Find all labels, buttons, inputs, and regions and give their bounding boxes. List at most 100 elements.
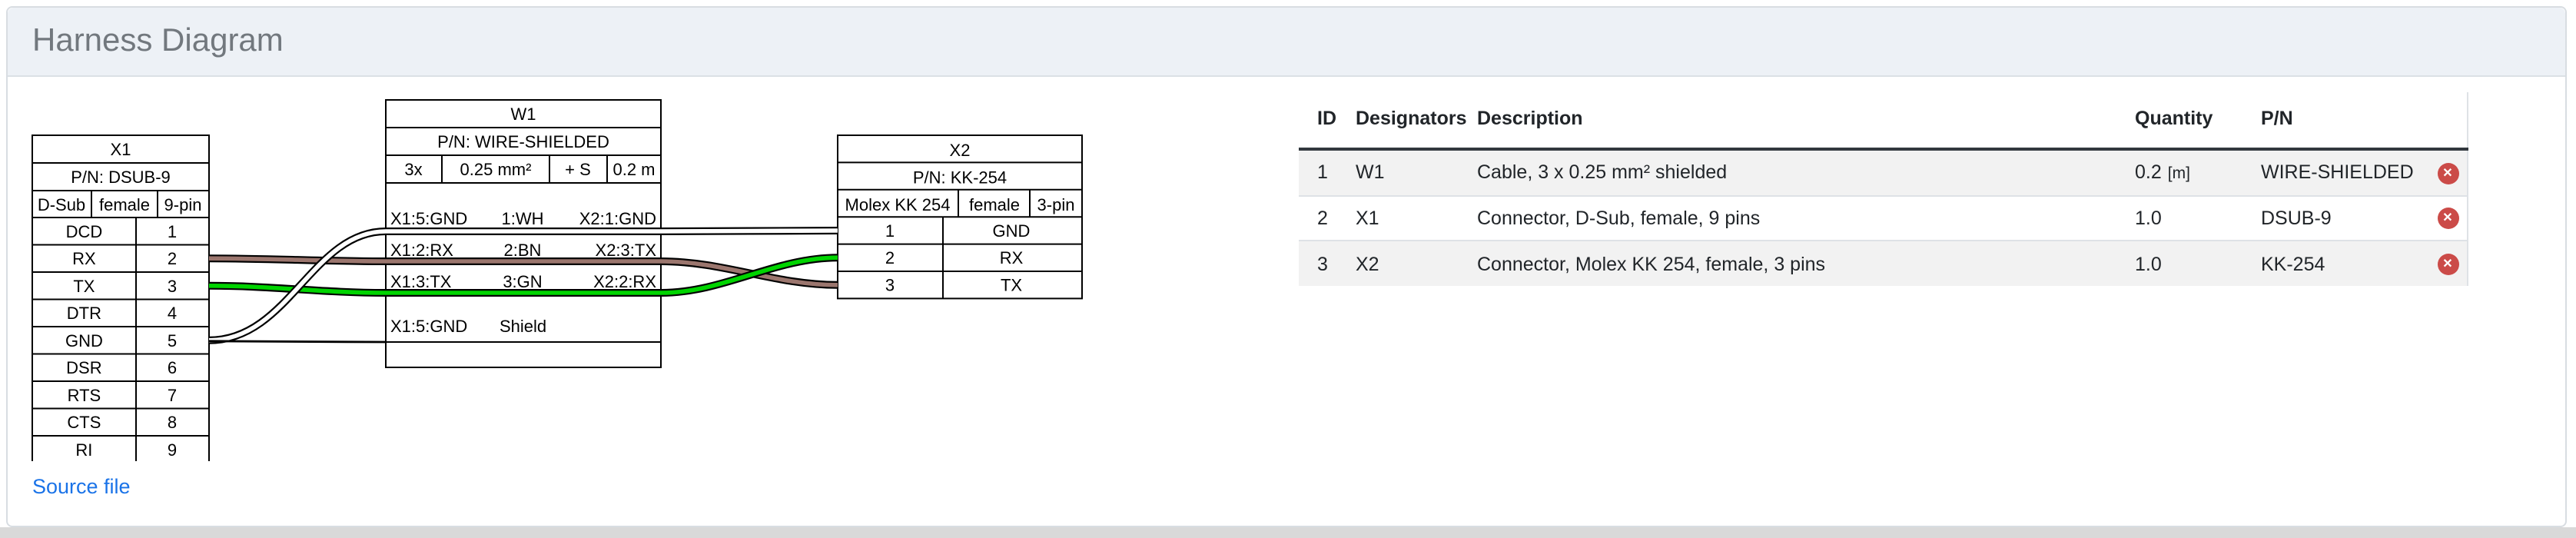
- x2-pin-name: TX: [1001, 276, 1022, 295]
- w1-grid: [386, 127, 661, 343]
- x1-grid: [32, 162, 209, 461]
- col-header-pn: P/N: [2261, 92, 2433, 151]
- x1-pin-name: DTR: [67, 304, 101, 323]
- delete-row-button[interactable]: ✕: [2437, 162, 2458, 184]
- connector-x1-table: X1 P/N: DSUB-9 D-Sub female 9-pin DCD 1 …: [32, 134, 210, 461]
- w1-wire3-right: X2:2:RX: [593, 272, 656, 291]
- wire-green-core: [208, 255, 838, 295]
- cell-id: 2: [1299, 194, 1356, 241]
- x2-pincount: 3-pin: [1037, 195, 1075, 214]
- connector-x2-table: X2 P/N: KK-254 Molex KK 254 female 3-pin…: [837, 134, 1083, 300]
- w1-shield-left: X1:5:GND: [390, 317, 467, 336]
- w1-wire2-right: X2:3:TX: [596, 241, 657, 260]
- x1-pin-num: 3: [168, 277, 177, 296]
- x2-pin-num: 3: [885, 276, 895, 295]
- x1-pin-name: DSR: [66, 358, 101, 377]
- card-header: Harness Diagram: [8, 8, 2565, 77]
- cell-pn: KK-254: [2261, 240, 2433, 287]
- w1-wire1-right: X2:1:GND: [579, 209, 656, 228]
- cell-quantity: 1.0: [2135, 194, 2261, 241]
- harness-card: Harness Diagram X1 P/N: DSUB-9 D-Sub fem…: [6, 6, 2567, 527]
- cell-pn: WIRE-SHIELDED: [2261, 161, 2414, 184]
- x1-pin-name: RX: [72, 249, 96, 268]
- w1-shield-label: Shield: [500, 317, 546, 336]
- table-row: 3 X2 Connector, Molex KK 254, female, 3 …: [1299, 240, 2467, 287]
- delete-icon: ✕: [2442, 165, 2453, 180]
- quantity-value: 0.2: [2135, 161, 2162, 184]
- quantity-unit: [m]: [2167, 164, 2190, 184]
- table-row: 2 X1 Connector, D-Sub, female, 9 pins 1.…: [1299, 194, 2467, 241]
- x1-pin-num: 8: [168, 413, 177, 432]
- x2-pin-name: GND: [993, 221, 1031, 241]
- w1-wire3-left: X1:3:TX: [390, 272, 452, 291]
- cell-actions: ✕: [2433, 149, 2467, 195]
- cell-designators: W1: [1356, 161, 1385, 184]
- cell-description: Connector, Molex KK 254, female, 3 pins: [1477, 240, 2135, 287]
- x1-pin-name: GND: [65, 331, 103, 350]
- x1-pin-num: 9: [168, 440, 177, 460]
- col-header-designators: Designators: [1356, 92, 1477, 151]
- w1-designator: W1: [511, 105, 536, 124]
- x1-pin-num: 2: [168, 249, 177, 268]
- cell-designators: X1: [1356, 194, 1477, 241]
- x1-pin-name: CTS: [67, 413, 101, 432]
- cell-description: Cable, 3 x 0.25 mm² shielded: [1477, 161, 1728, 184]
- x2-pin-name: RX: [1000, 248, 1024, 267]
- cell-quantity: 0.2 [m]: [2135, 149, 2261, 195]
- col-header-quantity: Quantity: [2135, 92, 2261, 151]
- x1-pn: P/N: DSUB-9: [71, 168, 171, 187]
- bom-section: ID Designators Description Quantity P/N …: [1299, 92, 2468, 287]
- quantity-value: 1.0: [2135, 253, 2162, 275]
- harness-diagram: X1 P/N: DSUB-9 D-Sub female 9-pin DCD 1 …: [32, 99, 1083, 461]
- delete-row-button[interactable]: ✕: [2437, 208, 2458, 230]
- delete-icon: ✕: [2442, 211, 2453, 225]
- w1-count: 3x: [404, 160, 422, 179]
- x1-pincount: 9-pin: [164, 195, 202, 214]
- delete-icon: ✕: [2442, 257, 2453, 271]
- wires: [208, 227, 838, 344]
- x2-pn: P/N: KK-254: [913, 168, 1007, 187]
- table-row: 1 W1 Cable, 3 x 0.25 mm² shielded 0.2 [m]…: [1299, 149, 2467, 196]
- page-title: Harness Diagram: [32, 23, 284, 58]
- w1-wire2-left: X1:2:RX: [390, 241, 453, 260]
- x1-pin-num: 4: [168, 304, 177, 323]
- cell-designators: X2: [1356, 240, 1477, 287]
- w1-wire2-label: 2:BN: [504, 241, 542, 260]
- cell-quantity: 1.0: [2135, 240, 2261, 287]
- delete-row-button[interactable]: ✕: [2437, 254, 2458, 276]
- cell-id: 3: [1299, 240, 1356, 287]
- quantity-value: 1.0: [2135, 208, 2162, 230]
- x1-pin-name: DCD: [66, 222, 103, 241]
- card-body: X1 P/N: DSUB-9 D-Sub female 9-pin DCD 1 …: [8, 77, 2565, 524]
- w1-wire3-label: 3:GN: [503, 272, 542, 291]
- bom-table: ID Designators Description Quantity P/N …: [1299, 92, 2468, 287]
- x2-grid: [838, 161, 1082, 299]
- x1-pin-num: 5: [168, 331, 177, 350]
- x1-pin-name: TX: [73, 277, 95, 296]
- x1-pin-name: RI: [75, 440, 92, 460]
- w1-length: 0.2 m: [612, 160, 655, 179]
- col-header-id: ID: [1299, 92, 1356, 151]
- col-header-actions: [2433, 92, 2467, 151]
- x2-gender: female: [969, 195, 1020, 214]
- shield-wire: [208, 340, 387, 344]
- source-file-link[interactable]: Source file: [32, 475, 131, 498]
- x1-pin-num: 7: [168, 386, 177, 405]
- bom-header-row: ID Designators Description Quantity P/N: [1299, 92, 2467, 151]
- cell-description: Connector, D-Sub, female, 9 pins: [1477, 194, 2135, 241]
- w1-wire1-left: X1:5:GND: [390, 209, 467, 228]
- cell-pn: DSUB-9: [2261, 194, 2433, 241]
- x2-type: Molex KK 254: [845, 195, 951, 214]
- col-header-description: Description: [1477, 92, 2135, 151]
- cell-id: 1: [1317, 161, 1328, 184]
- w1-shield-marker: + S: [565, 160, 591, 179]
- cell-actions: ✕: [2433, 194, 2467, 241]
- x2-pin-num: 2: [885, 248, 895, 267]
- page-bottom-strip: [0, 527, 2576, 538]
- x1-pin-num: 6: [168, 358, 177, 377]
- x2-designator: X2: [950, 141, 971, 160]
- w1-pn: P/N: WIRE-SHIELDED: [437, 132, 609, 151]
- w1-wire1-label: 1:WH: [502, 209, 544, 228]
- x1-pin-name: RTS: [68, 386, 101, 405]
